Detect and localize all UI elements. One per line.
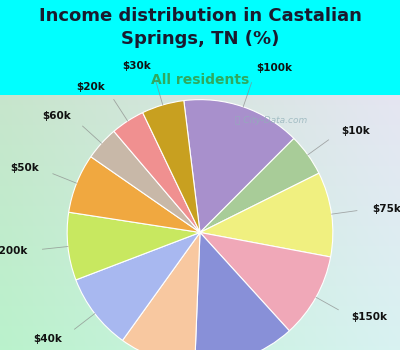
Text: $75k: $75k <box>372 203 400 214</box>
Wedge shape <box>184 100 294 232</box>
Text: $50k: $50k <box>10 163 39 173</box>
Text: > $200k: > $200k <box>0 246 27 256</box>
Wedge shape <box>143 100 200 232</box>
Text: $30k: $30k <box>122 61 151 71</box>
Text: $40k: $40k <box>34 334 62 343</box>
Wedge shape <box>76 232 200 341</box>
Wedge shape <box>69 157 200 232</box>
Text: $150k: $150k <box>352 312 388 322</box>
Text: $20k: $20k <box>77 82 106 92</box>
Wedge shape <box>200 232 330 331</box>
Wedge shape <box>195 232 289 350</box>
Text: $60k: $60k <box>42 111 71 121</box>
Text: $100k: $100k <box>256 63 292 73</box>
Text: All residents: All residents <box>151 74 249 88</box>
Text: ⓘ City-Data.com: ⓘ City-Data.com <box>236 116 308 125</box>
Wedge shape <box>200 139 319 232</box>
Wedge shape <box>91 131 200 232</box>
Wedge shape <box>67 212 200 280</box>
Wedge shape <box>200 173 333 257</box>
Wedge shape <box>122 232 200 350</box>
Wedge shape <box>114 113 200 232</box>
Text: $10k: $10k <box>341 126 370 136</box>
Text: Income distribution in Castalian
Springs, TN (%): Income distribution in Castalian Springs… <box>38 7 362 48</box>
